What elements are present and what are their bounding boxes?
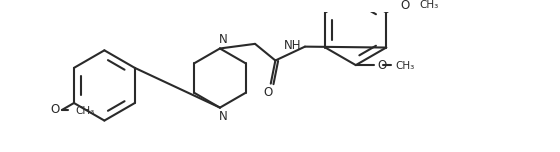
Text: CH₃: CH₃ <box>395 61 415 71</box>
Text: CH₃: CH₃ <box>76 106 95 116</box>
Text: CH₃: CH₃ <box>419 0 438 10</box>
Text: O: O <box>400 0 409 12</box>
Text: O: O <box>377 59 386 72</box>
Text: O: O <box>51 104 60 116</box>
Text: N: N <box>220 33 228 46</box>
Text: O: O <box>263 86 273 99</box>
Text: N: N <box>220 110 228 123</box>
Text: NH: NH <box>284 39 302 52</box>
